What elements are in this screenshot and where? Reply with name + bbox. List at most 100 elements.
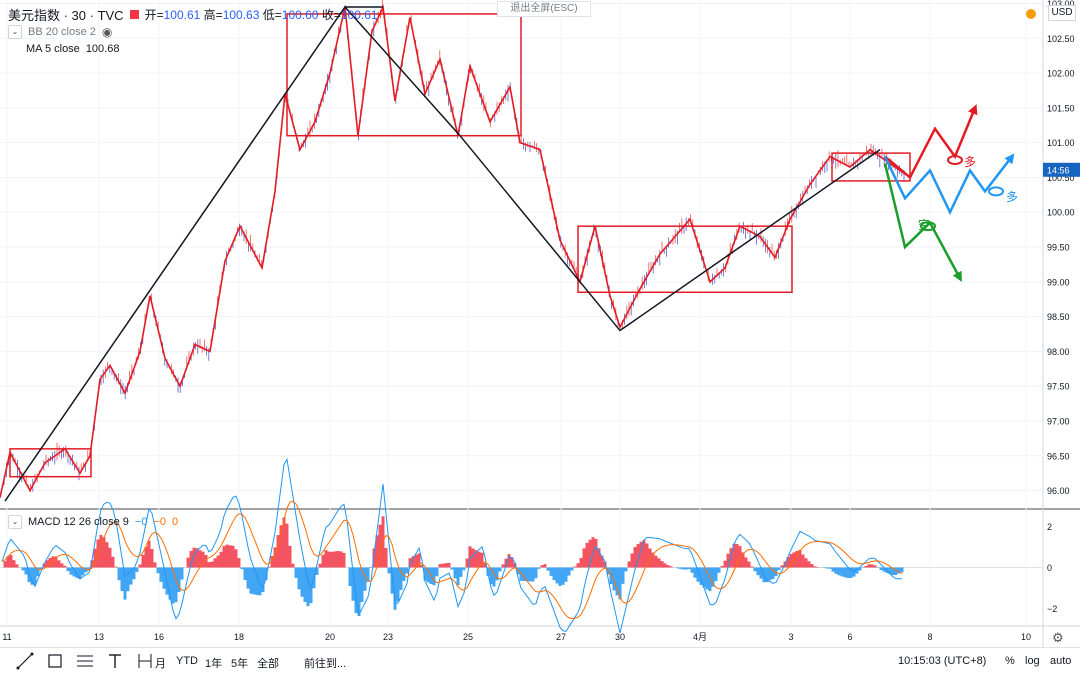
time-tick-label: 4月 bbox=[693, 632, 707, 642]
signal-value: −0 bbox=[153, 516, 166, 528]
goto-button[interactable]: 前往到... bbox=[304, 655, 346, 671]
macd-histogram-bar bbox=[556, 568, 559, 584]
macd-histogram-bar bbox=[541, 565, 544, 567]
symbol-name[interactable]: 美元指数 · 30 · TVC bbox=[8, 5, 124, 24]
ma-label[interactable]: MA 5 close bbox=[26, 43, 80, 55]
macd-histogram-bar bbox=[460, 568, 463, 577]
macd-histogram-bar bbox=[658, 558, 661, 567]
macd-histogram-bar bbox=[721, 566, 724, 567]
projection-mid-label: 多 bbox=[1006, 190, 1018, 204]
macd-histogram-bar bbox=[715, 568, 718, 582]
macd-histogram-bar bbox=[328, 552, 331, 568]
time-tick-label: 25 bbox=[463, 632, 473, 642]
currency-label[interactable]: USD bbox=[1048, 5, 1076, 21]
macd-histogram-bar bbox=[574, 567, 577, 568]
macd-histogram-bar bbox=[337, 551, 340, 568]
macd-histogram-bar bbox=[778, 568, 781, 571]
price-chart[interactable]: 多多空 96.0096.5097.0097.5098.0098.5099.009… bbox=[0, 0, 1080, 647]
range-5y[interactable]: 5年 bbox=[231, 655, 248, 671]
macd-histogram-bar bbox=[154, 562, 157, 567]
percent-toggle[interactable]: % bbox=[1005, 655, 1015, 667]
macd-histogram-bar bbox=[136, 568, 139, 572]
macd-histogram-bar bbox=[298, 568, 301, 590]
macd-histogram-bar bbox=[631, 553, 634, 567]
macd-histogram-bar bbox=[691, 568, 694, 573]
macd-histogram-bar bbox=[901, 568, 904, 573]
price-tick-label: 96.00 bbox=[1047, 486, 1070, 496]
macd-histogram-bar bbox=[547, 568, 550, 571]
macd-histogram-bar bbox=[439, 564, 442, 567]
macd-histogram-bar bbox=[127, 568, 130, 592]
chart-grid bbox=[0, 0, 1080, 647]
macd-tick-label: 0 bbox=[1047, 563, 1052, 573]
macd-histogram-bar bbox=[343, 553, 346, 568]
gear-icon[interactable]: ⚙ bbox=[1052, 630, 1064, 646]
rectangle-tool-icon[interactable] bbox=[44, 651, 66, 671]
range-1y[interactable]: 1年 bbox=[205, 655, 222, 671]
macd-label[interactable]: MACD 12 26 close 9 bbox=[28, 516, 129, 528]
macd-histogram-bar bbox=[577, 563, 580, 567]
measure-tool-icon[interactable] bbox=[134, 651, 156, 671]
log-toggle[interactable]: log bbox=[1025, 655, 1040, 667]
macd-histogram-bar bbox=[118, 568, 121, 581]
price-tick-label: 99.50 bbox=[1047, 243, 1070, 253]
time-tick-label: 3 bbox=[788, 632, 793, 642]
range-all[interactable]: 全部 bbox=[257, 655, 279, 671]
time-tick-label: 13 bbox=[94, 632, 104, 642]
projection-up-label: 多 bbox=[964, 155, 976, 169]
projection-arrows: 多多空 bbox=[885, 108, 1018, 278]
macd-histogram-bar bbox=[661, 561, 664, 568]
eye-icon[interactable]: ◉ bbox=[102, 25, 112, 39]
macd-histogram-bar bbox=[232, 546, 235, 568]
macd-histogram-bar bbox=[115, 567, 118, 568]
fib-tool-icon[interactable] bbox=[74, 651, 96, 671]
macd-histogram-bar bbox=[823, 568, 826, 569]
macd-histogram-bar bbox=[676, 568, 679, 569]
macd-histogram-bar bbox=[871, 564, 874, 567]
auto-toggle[interactable]: auto bbox=[1050, 655, 1071, 667]
macd-histogram-bar bbox=[256, 568, 259, 595]
macd-histogram-bar bbox=[241, 568, 244, 570]
time-tick-label: 30 bbox=[615, 632, 625, 642]
macd-histogram-bar bbox=[562, 568, 565, 585]
macd-histogram-bar bbox=[868, 564, 871, 567]
macd-histogram-bar bbox=[571, 568, 574, 571]
time-tick-label: 8 bbox=[927, 632, 932, 642]
clock-readout: 10:15:03 (UTC+8) bbox=[898, 655, 986, 667]
alert-dot-icon[interactable] bbox=[1026, 9, 1036, 19]
price-tick-label: 98.00 bbox=[1047, 347, 1070, 357]
flag-icon[interactable] bbox=[130, 10, 139, 19]
macd-histogram-bar bbox=[451, 568, 454, 570]
symbol-legend: 美元指数 · 30 · TVC 开=100.61 高=100.63 低=100.… bbox=[8, 5, 378, 24]
macd-histogram-bar bbox=[682, 568, 685, 570]
range-ytd[interactable]: YTD bbox=[176, 655, 198, 667]
macd-histogram-bar bbox=[502, 564, 505, 567]
macd-histogram-bar bbox=[139, 564, 142, 567]
macd-histogram-bar bbox=[694, 568, 697, 578]
time-tick-label: 16 bbox=[154, 632, 164, 642]
range-partial[interactable]: 月 bbox=[155, 655, 166, 671]
macd-indicator-row: ⌄ MACD 12 26 close 9 −0 −0 0 bbox=[8, 515, 178, 529]
range-boxes bbox=[10, 14, 910, 477]
time-tick-label: 11 bbox=[2, 632, 11, 642]
chevron-down-icon[interactable]: ⌄ bbox=[8, 515, 22, 529]
macd-histogram-bar bbox=[472, 548, 475, 567]
macd-histogram-bar bbox=[442, 564, 445, 568]
macd-histogram-bar bbox=[436, 568, 439, 577]
trend-line-tool-icon[interactable] bbox=[14, 651, 36, 671]
histogram-value: 0 bbox=[172, 516, 178, 528]
projection-mid-circle bbox=[989, 187, 1003, 195]
text-tool-icon[interactable] bbox=[104, 651, 126, 671]
macd-histogram-bar bbox=[61, 563, 64, 567]
chevron-down-icon[interactable]: ⌄ bbox=[8, 25, 22, 39]
macd-histogram-bar bbox=[841, 568, 844, 577]
candles bbox=[2, 0, 904, 492]
exit-fullscreen-button[interactable]: 退出全屏(ESC) bbox=[497, 1, 591, 17]
price-tick-label: 100.00 bbox=[1047, 208, 1075, 218]
macd-histogram-bar bbox=[13, 560, 16, 567]
macd-histogram-bar bbox=[151, 549, 154, 568]
bb-label[interactable]: BB 20 close 2 bbox=[28, 26, 96, 38]
macd-histogram-bar bbox=[148, 541, 151, 568]
macd-histogram-bar bbox=[463, 568, 466, 571]
